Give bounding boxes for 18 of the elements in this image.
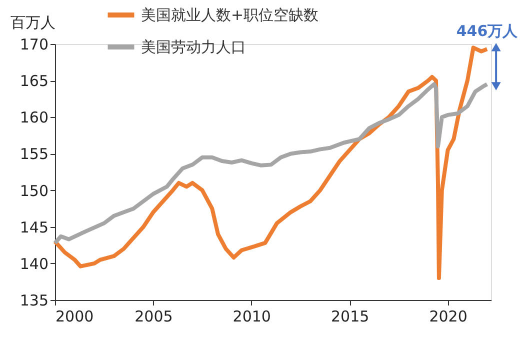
y-tick-label: 135	[20, 292, 48, 310]
y-tick-label: 170	[20, 36, 48, 54]
y-tick-label: 140	[20, 254, 48, 273]
x-tick-label: 2020	[429, 308, 468, 326]
text: 446万人	[456, 22, 519, 40]
line-series	[53, 82, 490, 245]
x-tick-label: 2015	[331, 308, 370, 326]
y-axis-title: 百万人	[10, 14, 56, 32]
legend-label: 美国就业人数+职位空缺数	[141, 6, 319, 24]
y-tick-label: 155	[20, 145, 48, 164]
y-tick-label: 150	[20, 182, 48, 200]
y-tick-label: 145	[20, 218, 48, 236]
legend-label: 美国劳动力人口	[141, 38, 246, 56]
y-tick-label: 165	[20, 72, 48, 90]
x-tick-label: 2005	[134, 308, 173, 326]
x-tick-label: 2010	[232, 308, 271, 326]
y-tick-label: 160	[20, 108, 48, 127]
x-tick-label: 2000	[56, 308, 94, 326]
